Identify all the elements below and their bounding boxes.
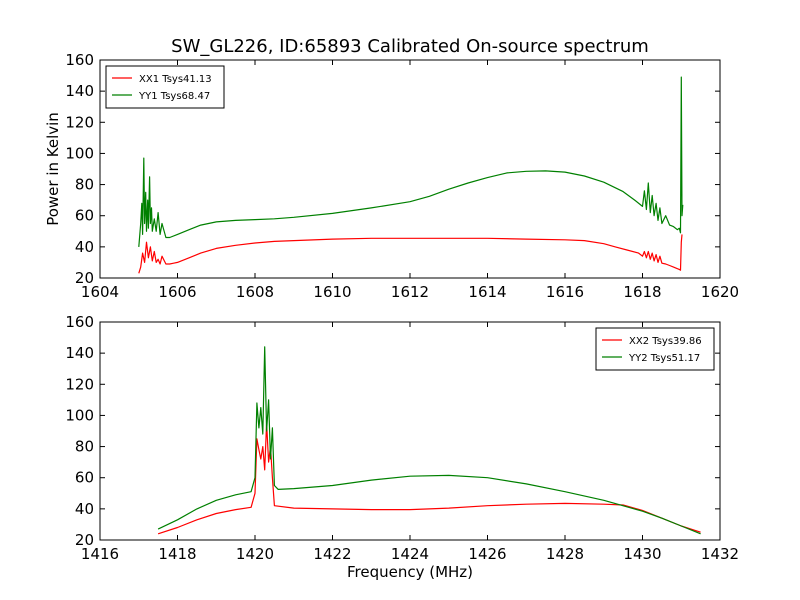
axis-ticks: 1604 1606 1608 1610 1612 1614 1616 1618 1620 20 40… [65, 51, 739, 301]
x-tick-label: 1420 [236, 545, 274, 563]
y-tick-label: 80 [75, 176, 94, 194]
y-tick-label: 120 [65, 375, 94, 393]
x-axis-label: Frequency (MHz) [347, 563, 473, 581]
axis-ticks: 1416 1418 1420 1422 1424 1426 1428 1430 1432 20 40… [65, 313, 739, 563]
y-tick-label: 20 [75, 531, 94, 549]
x-tick-label: 1618 [623, 283, 661, 301]
y-axis-label: Power in Kelvin [44, 112, 62, 226]
top-panel: SW_GL226, ID:65893 Calibrated On-source … [44, 36, 739, 301]
y-tick-label: 140 [65, 344, 94, 362]
x-tick-label: 1610 [313, 283, 351, 301]
y-tick-label: 160 [65, 51, 94, 69]
y-tick-label: 40 [75, 238, 94, 256]
x-tick-label: 1620 [701, 283, 739, 301]
x-tick-label: 1432 [701, 545, 739, 563]
y-tick-label: 120 [65, 113, 94, 131]
y-tick-label: 20 [75, 269, 94, 287]
y-tick-label: 40 [75, 500, 94, 518]
y-tick-label: 140 [65, 82, 94, 100]
legend-label: XX1 Tsys41.13 [139, 74, 212, 85]
legend-box [105, 65, 225, 109]
x-tick-label: 1424 [391, 545, 429, 563]
x-tick-label: 1430 [623, 545, 661, 563]
x-tick-label: 1606 [158, 283, 196, 301]
x-tick-label: 1608 [236, 283, 274, 301]
x-tick-label: 1604 [81, 283, 119, 301]
x-tick-label: 1416 [81, 545, 119, 563]
series-line-2 [157, 346, 701, 535]
x-tick-label: 1418 [158, 545, 196, 563]
legend-box [595, 327, 715, 371]
y-tick-label: 100 [65, 144, 94, 162]
chart-title: SW_GL226, ID:65893 Calibrated On-source … [171, 36, 649, 57]
plot-lines [138, 76, 684, 274]
series-line-1 [157, 422, 701, 535]
legend: XX2 Tsys39.86 YY2 Tsys51.17 [595, 327, 715, 371]
legend-label: YY1 Tsys68.47 [138, 91, 210, 102]
legend: XX1 Tsys41.13 YY1 Tsys68.47 [105, 65, 225, 109]
y-tick-label: 60 [75, 207, 94, 225]
y-tick-label: 80 [75, 438, 94, 456]
y-tick-label: 100 [65, 406, 94, 424]
plot-lines [157, 346, 701, 535]
y-tick-label: 60 [75, 469, 94, 487]
legend-label: XX2 Tsys39.86 [629, 336, 702, 347]
series-line-1 [138, 234, 683, 274]
x-tick-label: 1426 [468, 545, 506, 563]
x-tick-label: 1612 [391, 283, 429, 301]
x-tick-label: 1616 [546, 283, 584, 301]
series-line-2 [138, 76, 684, 247]
y-tick-label: 160 [65, 313, 94, 331]
x-tick-label: 1428 [546, 545, 584, 563]
legend-label: YY2 Tsys51.17 [628, 353, 700, 364]
bottom-panel: Frequency (MHz) 1416 1418 1420 1422 1424 1426… [65, 313, 739, 581]
x-tick-label: 1614 [468, 283, 506, 301]
x-tick-label: 1422 [313, 545, 351, 563]
